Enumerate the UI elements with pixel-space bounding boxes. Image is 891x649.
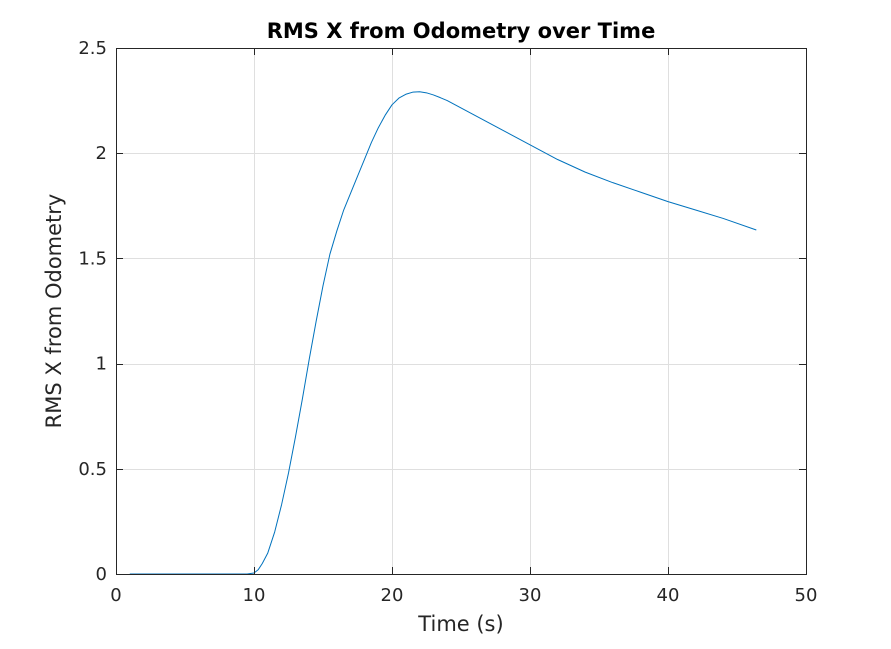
y-tick-label: 1.5 (78, 248, 107, 269)
plot-area-frame (116, 48, 807, 575)
x-tick-label: 40 (657, 585, 680, 606)
x-tick-label: 10 (243, 585, 266, 606)
series-line (129, 91, 757, 575)
y-tick-label: 0 (96, 564, 107, 585)
y-tick-labels: 0 0.5 1 1.5 2 2.5 (78, 38, 107, 585)
y-axis-label: RMS X from Odometry (42, 194, 66, 429)
tick-marks (116, 48, 807, 575)
chart-title: RMS X from Odometry over Time (267, 19, 656, 43)
x-tick-labels: 0 10 20 30 40 50 (110, 585, 817, 606)
x-tick-label: 30 (519, 585, 542, 606)
y-tick-label: 0.5 (78, 459, 107, 480)
x-tick-label: 50 (795, 585, 818, 606)
x-tick-label: 20 (381, 585, 404, 606)
x-tick-label: 0 (110, 585, 121, 606)
x-axis-label: Time (s) (417, 612, 503, 636)
y-tick-label: 2.5 (78, 38, 107, 59)
y-tick-label: 1 (96, 354, 107, 375)
y-tick-label: 2 (96, 143, 107, 164)
grid-lines (116, 48, 806, 574)
series-layer (129, 91, 757, 575)
